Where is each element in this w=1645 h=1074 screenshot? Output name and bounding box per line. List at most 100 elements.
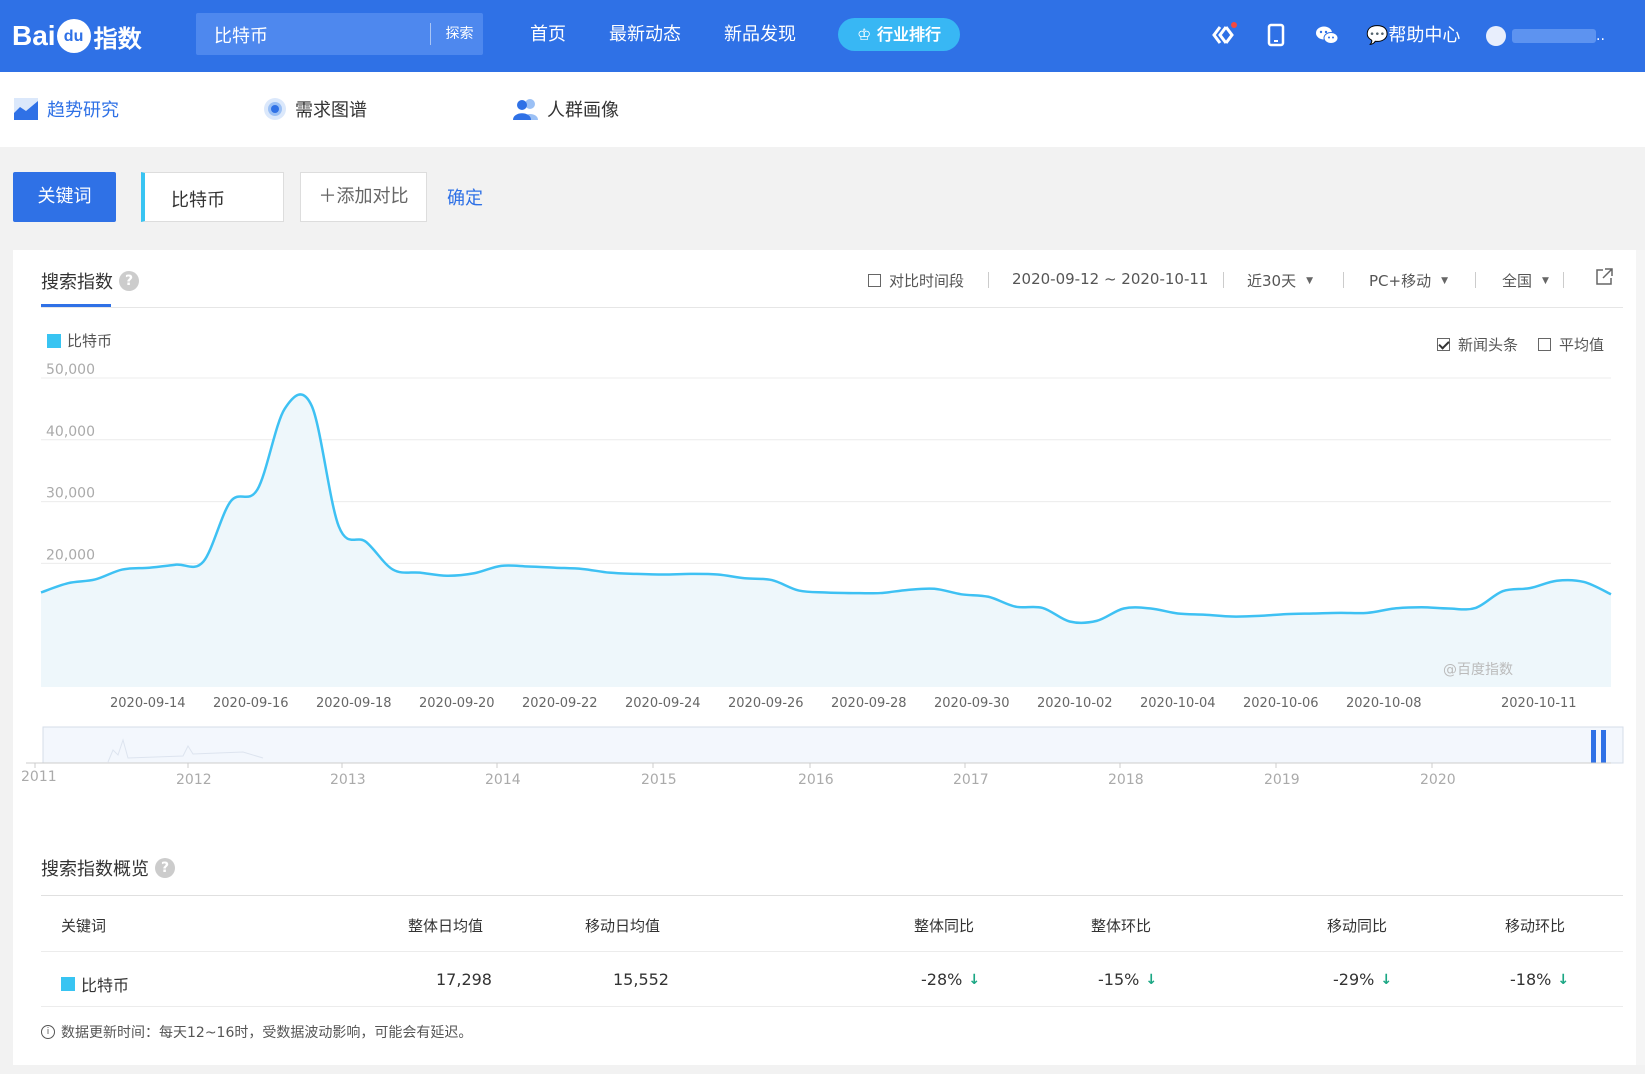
question-icon[interactable]: ? <box>119 271 139 291</box>
search-index-tab[interactable]: 搜索指数 ? <box>41 268 139 294</box>
region-select[interactable]: 全国 ▼ <box>1502 270 1549 291</box>
people-icon <box>513 99 538 120</box>
col-mobile-avg: 移动日均值 <box>585 917 661 935</box>
keyword-swatch <box>61 977 75 991</box>
industry-rank-button[interactable]: ♔ 行业排行 <box>838 18 960 51</box>
update-note-text: 数据更新时间：每天12~16时，受数据波动影响，可能会有延迟。 <box>61 1025 473 1041</box>
keyword-input[interactable]: 比特币 <box>141 172 284 222</box>
checkbox-icon <box>868 274 881 287</box>
arrow-down-icon: ↓ <box>1380 971 1393 988</box>
wechat-icon[interactable] <box>1314 22 1340 48</box>
col-keyword: 关键词 <box>61 917 107 935</box>
notification-icon[interactable] <box>1211 22 1237 48</box>
username-ellipsis: .. <box>1596 28 1605 44</box>
tab-audience-profile[interactable]: 人群画像 <box>513 96 619 122</box>
arrow-down-icon: ↓ <box>968 971 981 988</box>
legend-swatch <box>47 333 61 348</box>
question-icon[interactable]: ? <box>155 858 175 878</box>
device-select[interactable]: PC+移动 ▼ <box>1369 270 1448 291</box>
x-tick-label: 2020-09-14 <box>110 696 186 711</box>
export-icon[interactable] <box>1595 268 1613 286</box>
range-year-label: 2020 <box>1420 772 1456 788</box>
table-divider <box>41 895 1623 896</box>
x-tick-label: 2020-09-28 <box>831 696 907 711</box>
news-headline-checkbox[interactable]: 新闻头条 <box>1437 334 1518 355</box>
series-line <box>40 393 1612 625</box>
arrow-down-icon: ↓ <box>1557 971 1570 988</box>
sub-navigation: 趋势研究 需求图谱 人群画像 <box>0 72 1645 147</box>
average-label: 平均值 <box>1559 336 1605 354</box>
trend-chart[interactable]: 50,00040,00030,00020,00010,0002020-09-14… <box>13 250 1645 810</box>
rank-icon: ♔ <box>857 25 877 44</box>
range-year-label: 2016 <box>798 772 834 788</box>
help-center-label: 帮助中心 <box>1388 25 1461 46</box>
checkbox-checked-icon <box>1437 338 1450 351</box>
overall-avg-value: 17,298 <box>436 970 492 989</box>
range-year-label: 2013 <box>330 772 366 788</box>
x-tick-label: 2020-10-04 <box>1140 696 1216 711</box>
date-range-picker[interactable]: 2020-09-12 ~ 2020-10-11 <box>1012 270 1208 288</box>
nav-home[interactable]: 首页 <box>530 24 566 45</box>
mobile-icon[interactable] <box>1263 22 1289 48</box>
caret-down-icon: ▼ <box>1306 275 1314 286</box>
username-blurred[interactable] <box>1512 29 1596 43</box>
overall-yoy-cell: -28% ↓ <box>921 970 980 989</box>
col-overall-avg: 整体日均值 <box>408 917 484 935</box>
x-tick-label: 2020-09-20 <box>419 696 495 711</box>
help-center-link[interactable]: 💬帮助中心 <box>1366 0 1460 72</box>
keyword-value: 比特币 <box>171 190 225 211</box>
overall-mom-value: -15% <box>1098 970 1140 989</box>
top-bar: Bai du 指数 探索 首页 最新动态 新品发现 ♔ 行业排行 💬帮助中心 .… <box>0 0 1645 72</box>
caret-down-icon: ▼ <box>1542 275 1549 286</box>
nav-latest-news[interactable]: 最新动态 <box>609 24 681 45</box>
explore-button[interactable]: 探索 <box>445 26 474 42</box>
average-checkbox[interactable]: 平均值 <box>1538 334 1604 355</box>
baidu-index-logo[interactable]: Bai du 指数 <box>12 14 142 58</box>
range-year-label: 2012 <box>176 772 212 788</box>
separator <box>1223 272 1224 288</box>
col-overall-yoy: 整体同比 <box>914 917 975 935</box>
search-input[interactable] <box>196 13 436 57</box>
x-tick-label: 2020-09-30 <box>934 696 1010 711</box>
avatar[interactable] <box>1486 26 1506 46</box>
header-divider <box>41 307 1623 308</box>
tab-demand-graph[interactable]: 需求图谱 <box>263 96 367 122</box>
tab-trend-research[interactable]: 趋势研究 <box>13 96 119 122</box>
range-year-label: 2011 <box>21 769 57 785</box>
x-tick-label: 2020-09-24 <box>625 696 701 711</box>
mobile-mom-cell: -18% ↓ <box>1510 970 1569 989</box>
tab-trend-research-label: 趋势研究 <box>47 100 119 121</box>
compare-period-checkbox[interactable]: 对比时间段 <box>868 270 964 291</box>
logo-zh-text: 指数 <box>93 24 142 53</box>
range-year-label: 2019 <box>1264 772 1300 788</box>
add-compare-button[interactable]: ＋添加对比 <box>300 172 427 222</box>
arrow-down-icon: ↓ <box>1145 971 1158 988</box>
separator <box>1343 272 1344 288</box>
nav-new-products[interactable]: 新品发现 <box>724 24 796 45</box>
range-sparkline <box>107 738 264 763</box>
region-value: 全国 <box>1502 272 1533 290</box>
tab-demand-graph-label: 需求图谱 <box>295 100 367 121</box>
confirm-link[interactable]: 确定 <box>447 188 483 209</box>
active-tab-underline <box>41 304 111 307</box>
y-tick-label: 40,000 <box>46 424 95 440</box>
keyword-tab-button[interactable]: 关键词 <box>13 172 116 222</box>
search-divider <box>430 23 431 45</box>
period-select[interactable]: 近30天 ▼ <box>1247 270 1313 291</box>
range-slider-track <box>42 726 1624 764</box>
row-keyword: 比特币 <box>61 972 129 996</box>
chat-bubble-icon: 💬 <box>1366 25 1389 46</box>
logo-paw: du <box>56 19 91 53</box>
col-mobile-yoy: 移动同比 <box>1327 917 1388 935</box>
x-tick-label: 2020-09-16 <box>213 696 289 711</box>
date-range-value: 2020-09-12 ~ 2020-10-11 <box>1012 270 1209 288</box>
add-compare-label: 添加对比 <box>336 186 409 207</box>
range-handle-right[interactable] <box>1601 730 1606 763</box>
chart-legend[interactable]: 比特币 <box>47 330 112 351</box>
table-divider <box>41 951 1623 952</box>
separator <box>1475 272 1476 288</box>
range-handle-left[interactable] <box>1591 730 1596 763</box>
compare-period-label: 对比时间段 <box>889 272 965 290</box>
y-tick-label: 50,000 <box>46 362 95 378</box>
checkbox-icon <box>1538 338 1551 351</box>
